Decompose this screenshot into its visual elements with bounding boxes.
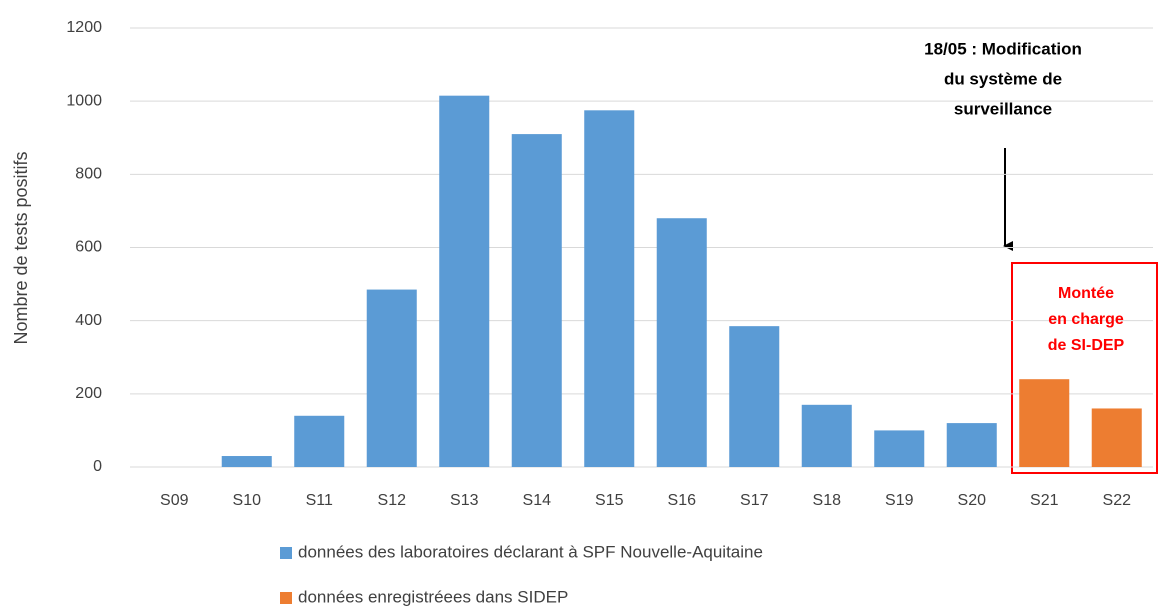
bar xyxy=(366,289,417,467)
bar xyxy=(511,134,562,467)
x-tick-label: S13 xyxy=(450,492,479,509)
x-tick-label: S18 xyxy=(813,492,842,509)
y-tick-label: 600 xyxy=(75,239,102,256)
y-tick-label: 400 xyxy=(75,312,102,329)
x-tick-label: S19 xyxy=(885,492,914,509)
highlight-box xyxy=(1011,262,1158,474)
bar xyxy=(439,95,490,467)
annotation: du système de xyxy=(944,69,1062,88)
x-tick-label: S09 xyxy=(160,492,189,509)
x-tick-label: S11 xyxy=(306,492,333,509)
bar xyxy=(874,430,925,467)
y-axis-label: Nombre de tests positifs xyxy=(11,151,31,344)
bar xyxy=(294,415,345,467)
x-tick-label: S10 xyxy=(233,492,262,509)
legend-swatch xyxy=(280,547,292,559)
y-tick-label: 200 xyxy=(75,385,102,402)
y-tick-label: 1200 xyxy=(66,19,102,36)
highlight-label: en charge xyxy=(1048,311,1124,328)
y-tick-label: 1000 xyxy=(66,92,102,109)
bar xyxy=(584,110,635,467)
annotation: surveillance xyxy=(954,99,1052,118)
x-tick-label: S12 xyxy=(378,492,407,509)
x-tick-label: S20 xyxy=(958,492,987,509)
highlight-label: Montée xyxy=(1058,285,1114,302)
bar xyxy=(1091,408,1142,467)
legend-label: données enregistréees dans SIDEP xyxy=(298,587,568,606)
legend-label: données des laboratoires déclarant à SPF… xyxy=(298,542,763,561)
x-tick-label: S15 xyxy=(595,492,624,509)
y-tick-label: 800 xyxy=(75,166,102,183)
x-tick-label: S21 xyxy=(1030,492,1059,509)
annotation: 18/05 : Modification xyxy=(924,39,1082,58)
bar xyxy=(729,326,780,467)
x-tick-label: S14 xyxy=(523,492,552,509)
x-tick-label: S22 xyxy=(1103,492,1132,509)
bar xyxy=(221,456,272,467)
bar xyxy=(1019,379,1070,467)
y-tick-label: 0 xyxy=(93,458,102,475)
highlight-label: de SI-DEP xyxy=(1048,337,1125,354)
x-tick-label: S17 xyxy=(740,492,769,509)
x-tick-label: S16 xyxy=(668,492,697,509)
bar xyxy=(801,404,852,467)
bar xyxy=(946,423,997,467)
legend-swatch xyxy=(280,592,292,604)
bar xyxy=(656,218,707,467)
